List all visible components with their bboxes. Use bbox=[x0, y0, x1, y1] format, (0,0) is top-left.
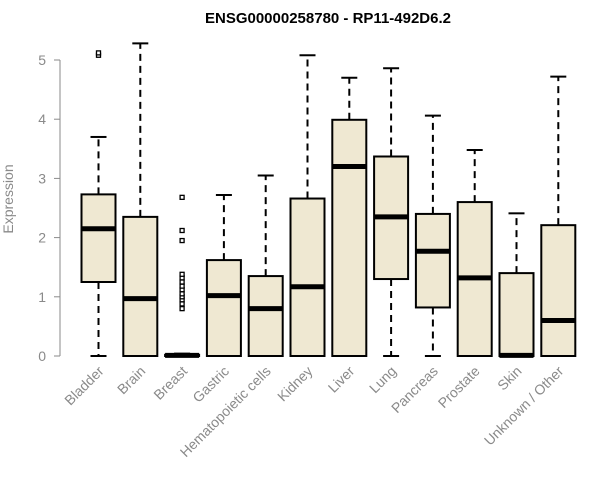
box-lung bbox=[373, 67, 410, 357]
box-body bbox=[540, 224, 577, 357]
y-tick-label: 2 bbox=[38, 230, 46, 246]
x-tick-label: Lung bbox=[366, 363, 399, 396]
x-tick-label: Skin bbox=[494, 363, 525, 394]
box-body bbox=[498, 272, 535, 357]
outlier-point bbox=[179, 305, 185, 312]
x-tick-label: Brain bbox=[114, 363, 148, 397]
outlier-point bbox=[179, 279, 185, 285]
box-breast bbox=[164, 194, 201, 358]
box-body bbox=[289, 197, 326, 357]
box-body bbox=[80, 193, 117, 283]
y-tick-label: 4 bbox=[38, 111, 46, 127]
box-unknown-other bbox=[540, 75, 577, 357]
outlier-point bbox=[179, 237, 185, 244]
box-kidney bbox=[289, 54, 326, 357]
y-axis: 0 1 2 3 4 5 bbox=[38, 52, 61, 364]
x-tick-label: Breast bbox=[150, 363, 190, 403]
box-brain bbox=[122, 42, 159, 357]
outlier-point bbox=[179, 227, 185, 234]
box-skin bbox=[498, 212, 535, 358]
outlier-point bbox=[179, 291, 185, 297]
x-tick-label: Liver bbox=[325, 363, 358, 396]
outlier-point bbox=[179, 271, 185, 277]
box-body bbox=[205, 259, 242, 358]
box-pancreas bbox=[414, 114, 451, 357]
outlier-point bbox=[179, 283, 185, 289]
y-tick-label: 0 bbox=[38, 348, 46, 364]
box-series bbox=[80, 42, 577, 358]
box-bladder bbox=[80, 50, 117, 357]
box-gastric bbox=[205, 193, 242, 358]
outlier-point bbox=[95, 50, 102, 56]
outlier-point bbox=[179, 301, 185, 307]
x-tick-label: Bladder bbox=[61, 363, 107, 409]
box-body bbox=[414, 212, 451, 309]
x-tick-label: Kidney bbox=[274, 363, 316, 405]
box-body bbox=[247, 275, 284, 357]
box-body bbox=[331, 118, 368, 357]
y-axis-label: Expression bbox=[0, 164, 16, 233]
box-prostate bbox=[456, 148, 493, 357]
box-liver bbox=[331, 76, 368, 357]
y-tick-label: 1 bbox=[38, 289, 46, 305]
chart-title: ENSG00000258780 - RP11-492D6.2 bbox=[205, 10, 451, 27]
outlier-point bbox=[179, 194, 185, 200]
box-hematopoietic-cells bbox=[247, 174, 284, 357]
y-tick-label: 5 bbox=[38, 52, 46, 68]
box-body bbox=[122, 215, 159, 357]
x-tick-label: Prostate bbox=[435, 363, 483, 411]
y-tick-label: 3 bbox=[38, 170, 46, 186]
x-tick-label: Unknown / Other bbox=[481, 363, 567, 449]
